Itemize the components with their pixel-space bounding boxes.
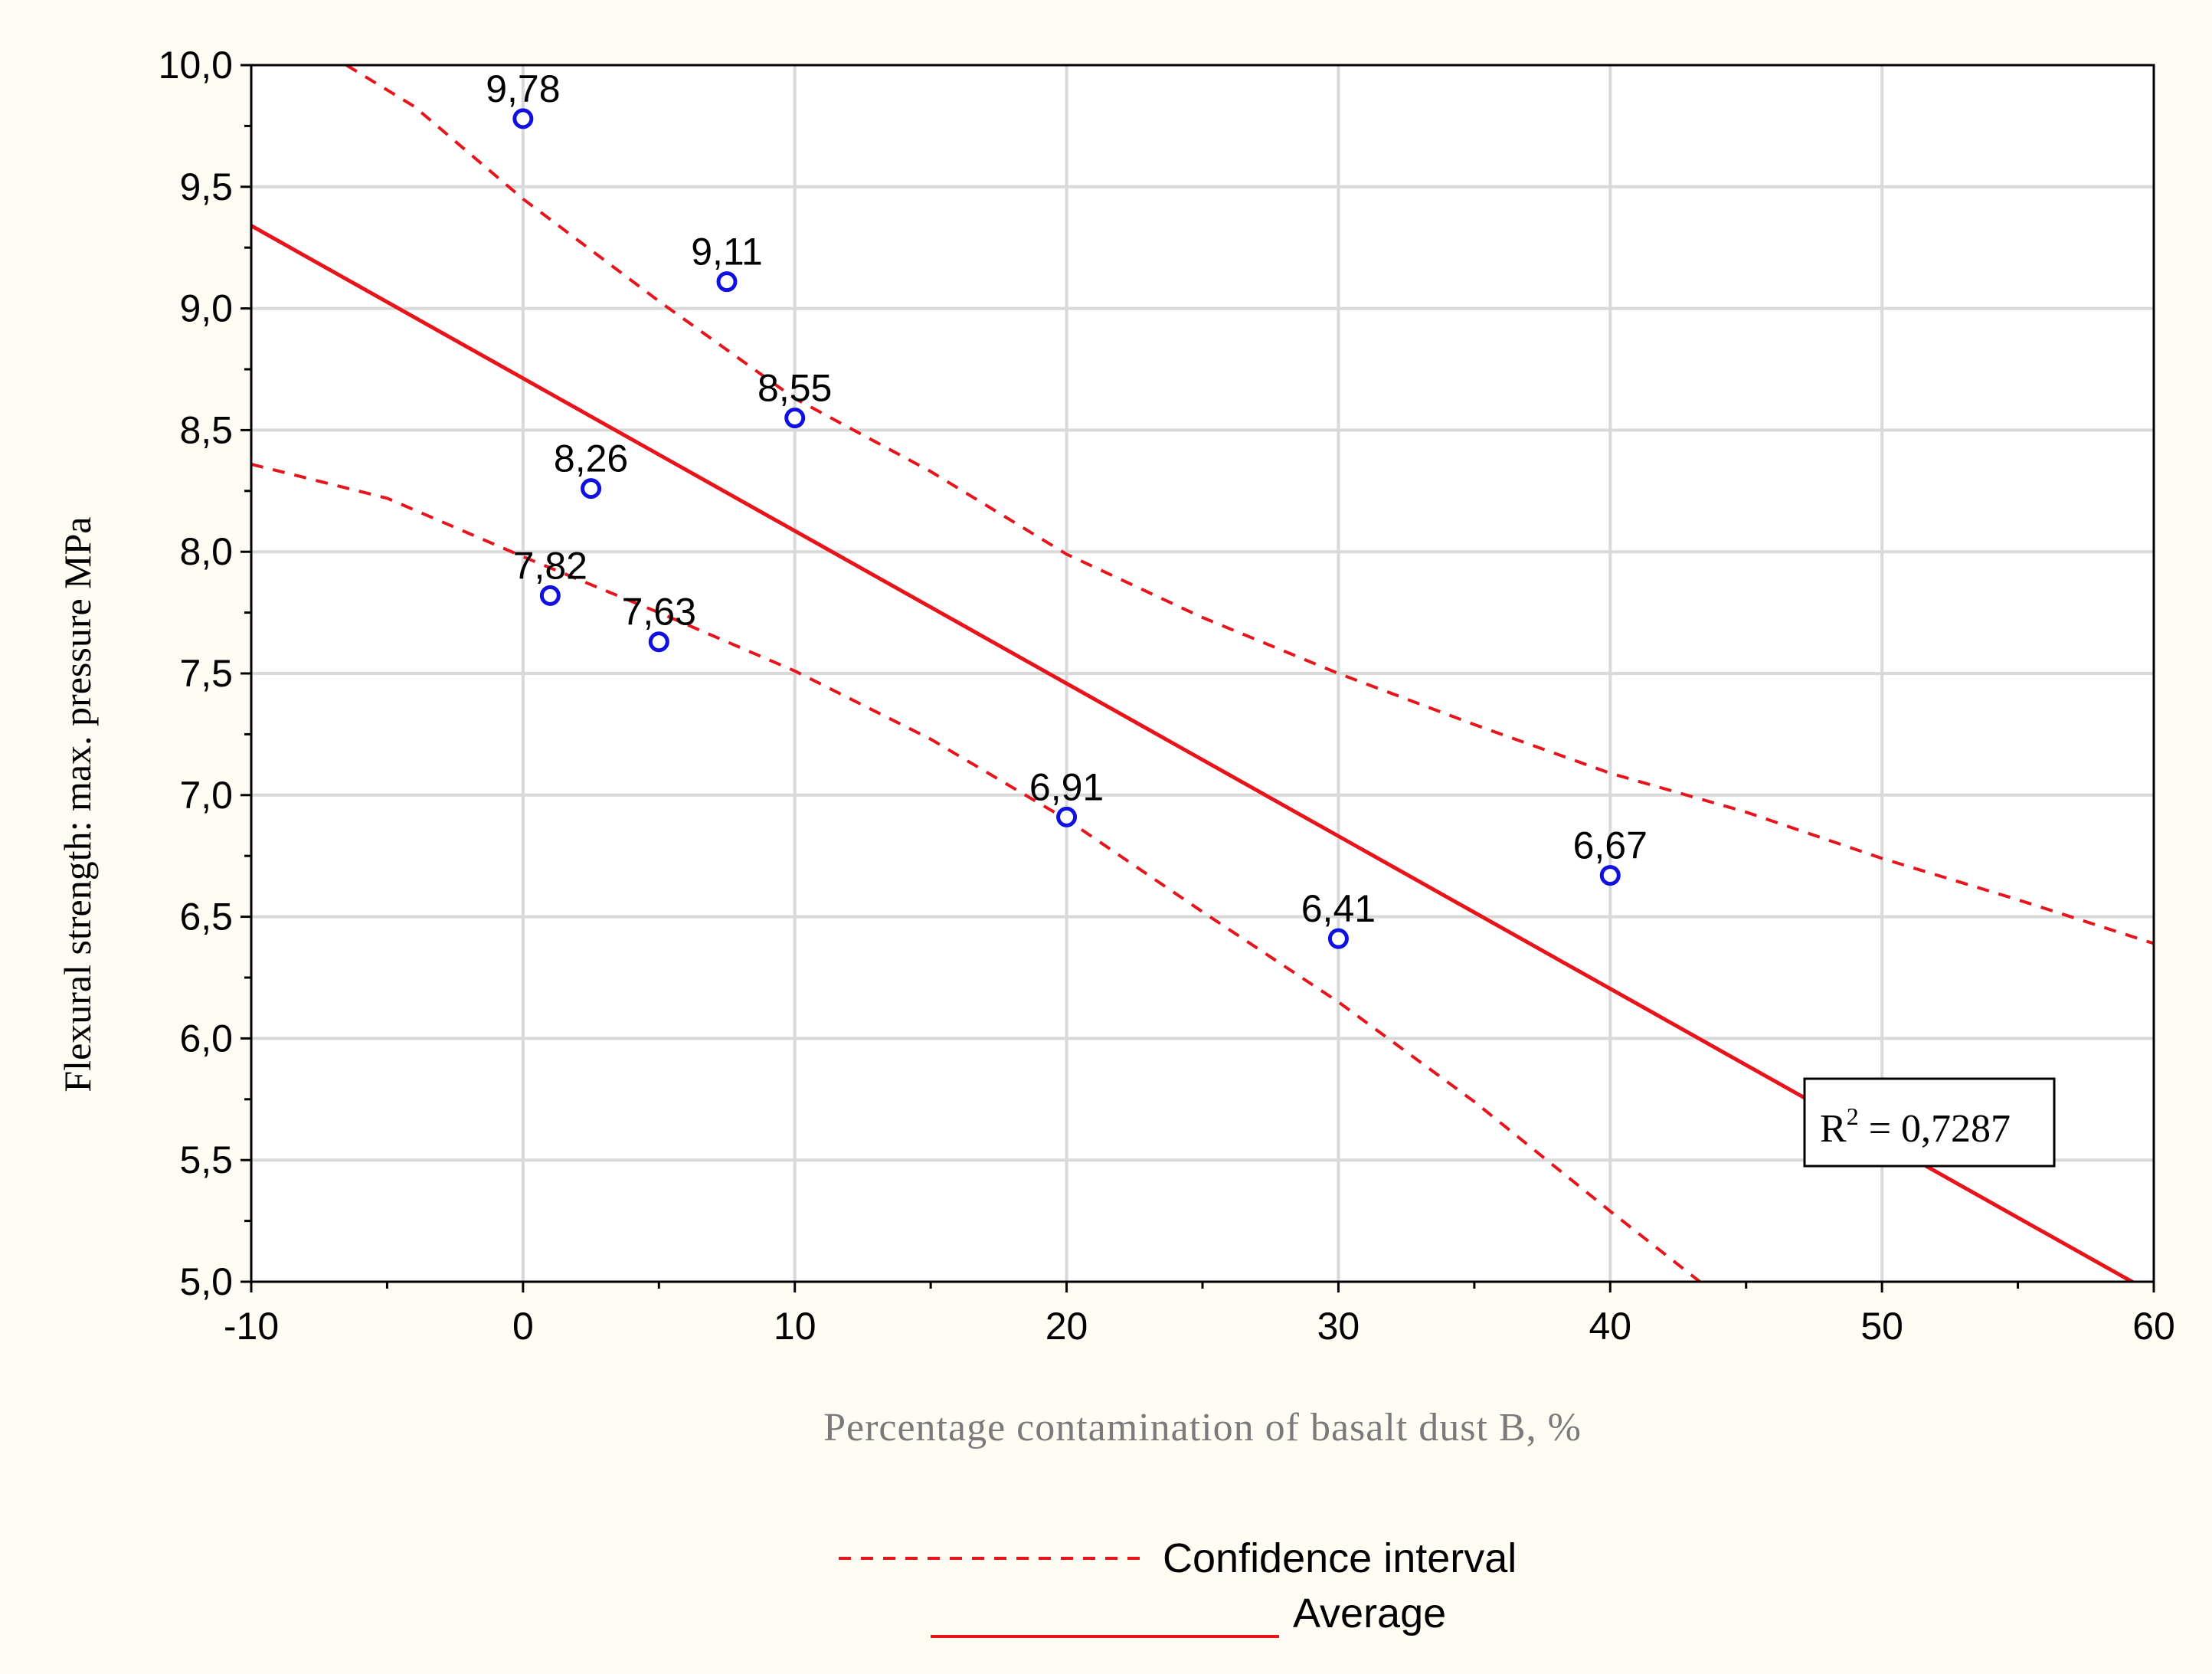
data-label-0: 9,78 (486, 67, 560, 110)
data-point-3 (581, 478, 602, 500)
y-tick-label-9: 9,5 (179, 165, 233, 208)
data-point-8 (1599, 865, 1621, 886)
x-tick-label-2: 10 (774, 1305, 816, 1348)
legend: Confidence interval Average (839, 1535, 1517, 1638)
y-tick-label-3: 6,5 (179, 896, 233, 939)
x-tick-label-3: 20 (1045, 1305, 1088, 1348)
data-point-1 (716, 271, 738, 293)
legend-label-confidence-interval: Confidence interval (1163, 1535, 1517, 1581)
data-label-2: 8,55 (758, 367, 832, 410)
y-tick-label-4: 7,0 (179, 774, 233, 817)
data-point-6 (1056, 806, 1078, 827)
r2-text: R2 = 0,7287 (1820, 1102, 2011, 1151)
r2-value: = 0,7287 (1859, 1107, 2011, 1151)
legend-label-average: Average (1293, 1590, 1446, 1636)
x-axis: -10 0 10 20 30 40 50 60 (224, 1282, 2175, 1348)
x-tick-label-5: 40 (1589, 1305, 1631, 1348)
x-tick-label-6: 50 (1860, 1305, 1903, 1348)
confidence-interval-lines (251, 65, 2154, 1282)
r2-symbol: R (1820, 1107, 1847, 1151)
x-tick-label-4: 30 (1317, 1305, 1360, 1348)
y-axis: 5,0 5,5 6,0 6,5 7,0 7,5 8,0 8,5 9,0 9,5 10,0 (159, 44, 251, 1303)
r2-box (1803, 1077, 2056, 1168)
data-label-7: 6,41 (1301, 887, 1376, 930)
data-label-3: 8,26 (554, 437, 628, 480)
data-labels: 9,78 9,11 8,55 8,26 7,82 7,63 6,91 6,41 6,67 (486, 67, 1648, 930)
y-tick-label-2: 6,0 (179, 1017, 233, 1060)
data-points (512, 108, 1621, 949)
r2-annotation: R2 = 0,7287 (1803, 1077, 2056, 1168)
data-label-6: 6,91 (1029, 765, 1104, 808)
y-tick-label-8: 9,0 (179, 287, 233, 330)
data-label-4: 7,82 (513, 544, 587, 587)
data-label-8: 6,67 (1573, 824, 1648, 867)
x-tick-label-7: 60 (2132, 1305, 2175, 1348)
x-tick-label-0: -10 (224, 1305, 279, 1348)
y-tick-label-1: 5,5 (179, 1138, 233, 1181)
y-tick-label-6: 8,0 (179, 530, 233, 573)
data-point-2 (784, 408, 806, 429)
data-point-7 (1327, 928, 1349, 949)
data-label-5: 7,63 (622, 591, 696, 634)
data-point-0 (512, 108, 534, 129)
r2-superscript: 2 (1847, 1102, 1859, 1130)
y-axis-title: Flexural strength: max. pressure MPa (56, 516, 99, 1092)
x-axis-title: Percentage contamination of basalt dust … (823, 1406, 1582, 1450)
x-tick-label-1: 0 (512, 1305, 534, 1348)
data-label-1: 9,11 (691, 231, 763, 274)
data-point-4 (539, 585, 561, 606)
y-tick-label-10: 10,0 (159, 44, 233, 87)
y-tick-label-7: 8,5 (179, 408, 233, 451)
data-point-5 (648, 631, 669, 653)
confidence-interval-upper-line (345, 65, 2154, 945)
y-tick-label-5: 7,5 (179, 652, 233, 695)
y-tick-label-0: 5,0 (179, 1260, 233, 1303)
